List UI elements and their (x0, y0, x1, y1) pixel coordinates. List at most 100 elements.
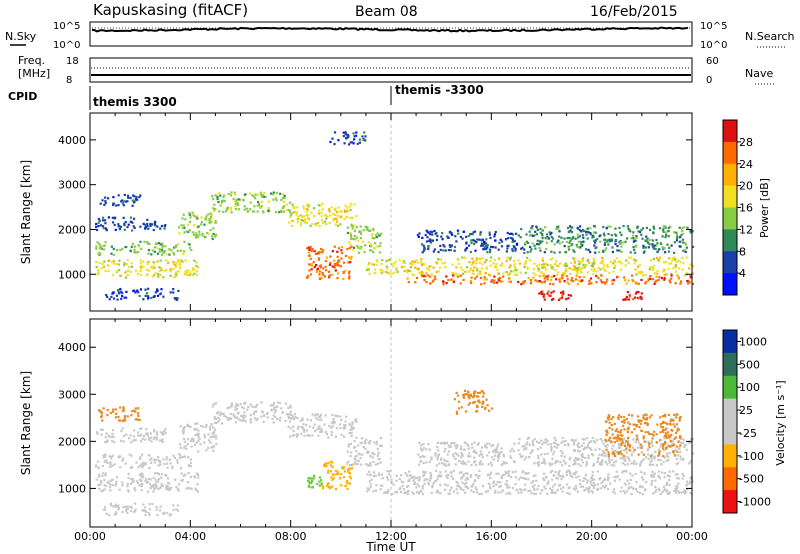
echo-cell (355, 236, 359, 239)
echo-cell (675, 431, 678, 435)
echo-cell (237, 198, 240, 201)
echo-cell (580, 230, 583, 233)
echo-cell (355, 455, 358, 458)
echo-cell (188, 229, 191, 232)
echo-cell (137, 414, 140, 417)
echo-cell (667, 458, 670, 461)
echo-cell (372, 460, 375, 463)
power-colorbar-label: Power [dB] (758, 178, 771, 238)
echo-cell (137, 412, 140, 415)
echo-cell (592, 464, 595, 467)
echo-cell (462, 278, 465, 281)
echo-cell (456, 394, 460, 397)
echo-cell (346, 487, 349, 490)
echo-cell (103, 203, 106, 206)
echo-cell (376, 454, 379, 457)
echo-cell (235, 199, 238, 203)
echo-cell (447, 279, 450, 282)
echo-cell (432, 250, 435, 253)
velocity-colorbar-frame (722, 329, 738, 514)
echo-cell (549, 487, 552, 490)
echo-cell (333, 207, 336, 210)
echo-cell (128, 453, 131, 456)
echo-cell (464, 256, 467, 259)
echo-cell (671, 439, 674, 442)
echo-cell (601, 485, 604, 488)
echo-cell (498, 276, 502, 280)
echo-cell (291, 219, 294, 222)
echo-cell (325, 465, 328, 468)
echo-cell (613, 488, 616, 491)
echo-cell (338, 477, 341, 480)
echo-cell (490, 464, 493, 467)
echo-cell (400, 474, 403, 477)
echo-cell (415, 267, 418, 270)
echo-cell (523, 445, 526, 448)
echo-cell (183, 250, 186, 253)
echo-cell (169, 274, 172, 277)
echo-cell (318, 250, 321, 254)
echo-cell (116, 298, 119, 301)
echo-cell (627, 463, 630, 466)
echo-cell (486, 489, 489, 493)
echo-cell (256, 403, 259, 406)
echo-cell (591, 470, 594, 473)
echo-cell (559, 461, 562, 464)
echo-cell (282, 193, 285, 196)
echo-cell (580, 458, 583, 461)
echo-cell (526, 266, 529, 269)
echo-cell (606, 278, 609, 281)
echo-cell (490, 407, 494, 410)
echo-cell (332, 422, 335, 425)
echo-cell (305, 221, 308, 224)
echo-cell (281, 411, 284, 414)
echo-cell (425, 448, 428, 451)
echo-cell (554, 442, 557, 445)
echo-cell (375, 263, 378, 266)
echo-cell (146, 218, 149, 221)
echo-cell (477, 442, 480, 445)
echo-cell (261, 193, 264, 196)
echo-cell (457, 232, 460, 235)
echo-cell (544, 462, 547, 465)
echo-cell (374, 242, 377, 245)
echo-cell (537, 464, 540, 467)
echo-cell (478, 257, 482, 261)
echo-cell (664, 421, 667, 424)
echo-cell (688, 482, 691, 485)
echo-cell (485, 442, 488, 445)
echo-cell (191, 231, 194, 234)
echo-cell (532, 268, 535, 271)
echo-cell (296, 221, 299, 224)
echo-cell (590, 282, 593, 285)
echo-cell (578, 446, 581, 449)
echo-cell (473, 392, 476, 395)
echo-cell (110, 439, 114, 442)
echo-cell (512, 259, 515, 262)
echo-cell (432, 266, 435, 269)
echo-cell (678, 418, 681, 421)
echo-cell (512, 233, 515, 236)
echo-cell (158, 242, 161, 245)
echo-cell (603, 486, 606, 489)
echo-cell (661, 490, 664, 493)
echo-cell (102, 428, 105, 431)
echo-cell (256, 417, 259, 420)
echo-cell (576, 273, 579, 276)
echo-cell (428, 239, 431, 242)
echo-cell (345, 216, 348, 219)
echo-cell (654, 281, 657, 284)
echo-cell (639, 295, 642, 298)
echo-cell (541, 257, 544, 260)
echo-cell (666, 490, 669, 493)
echo-cell (562, 440, 565, 443)
echo-cell (191, 213, 194, 217)
echo-cell (683, 226, 686, 229)
echo-cell (423, 447, 426, 450)
echo-cell (517, 280, 520, 284)
echo-cell (464, 270, 467, 273)
echo-cell (541, 237, 544, 240)
echo-cell (460, 445, 463, 448)
echo-cell (132, 478, 135, 481)
echo-cell (654, 479, 657, 482)
